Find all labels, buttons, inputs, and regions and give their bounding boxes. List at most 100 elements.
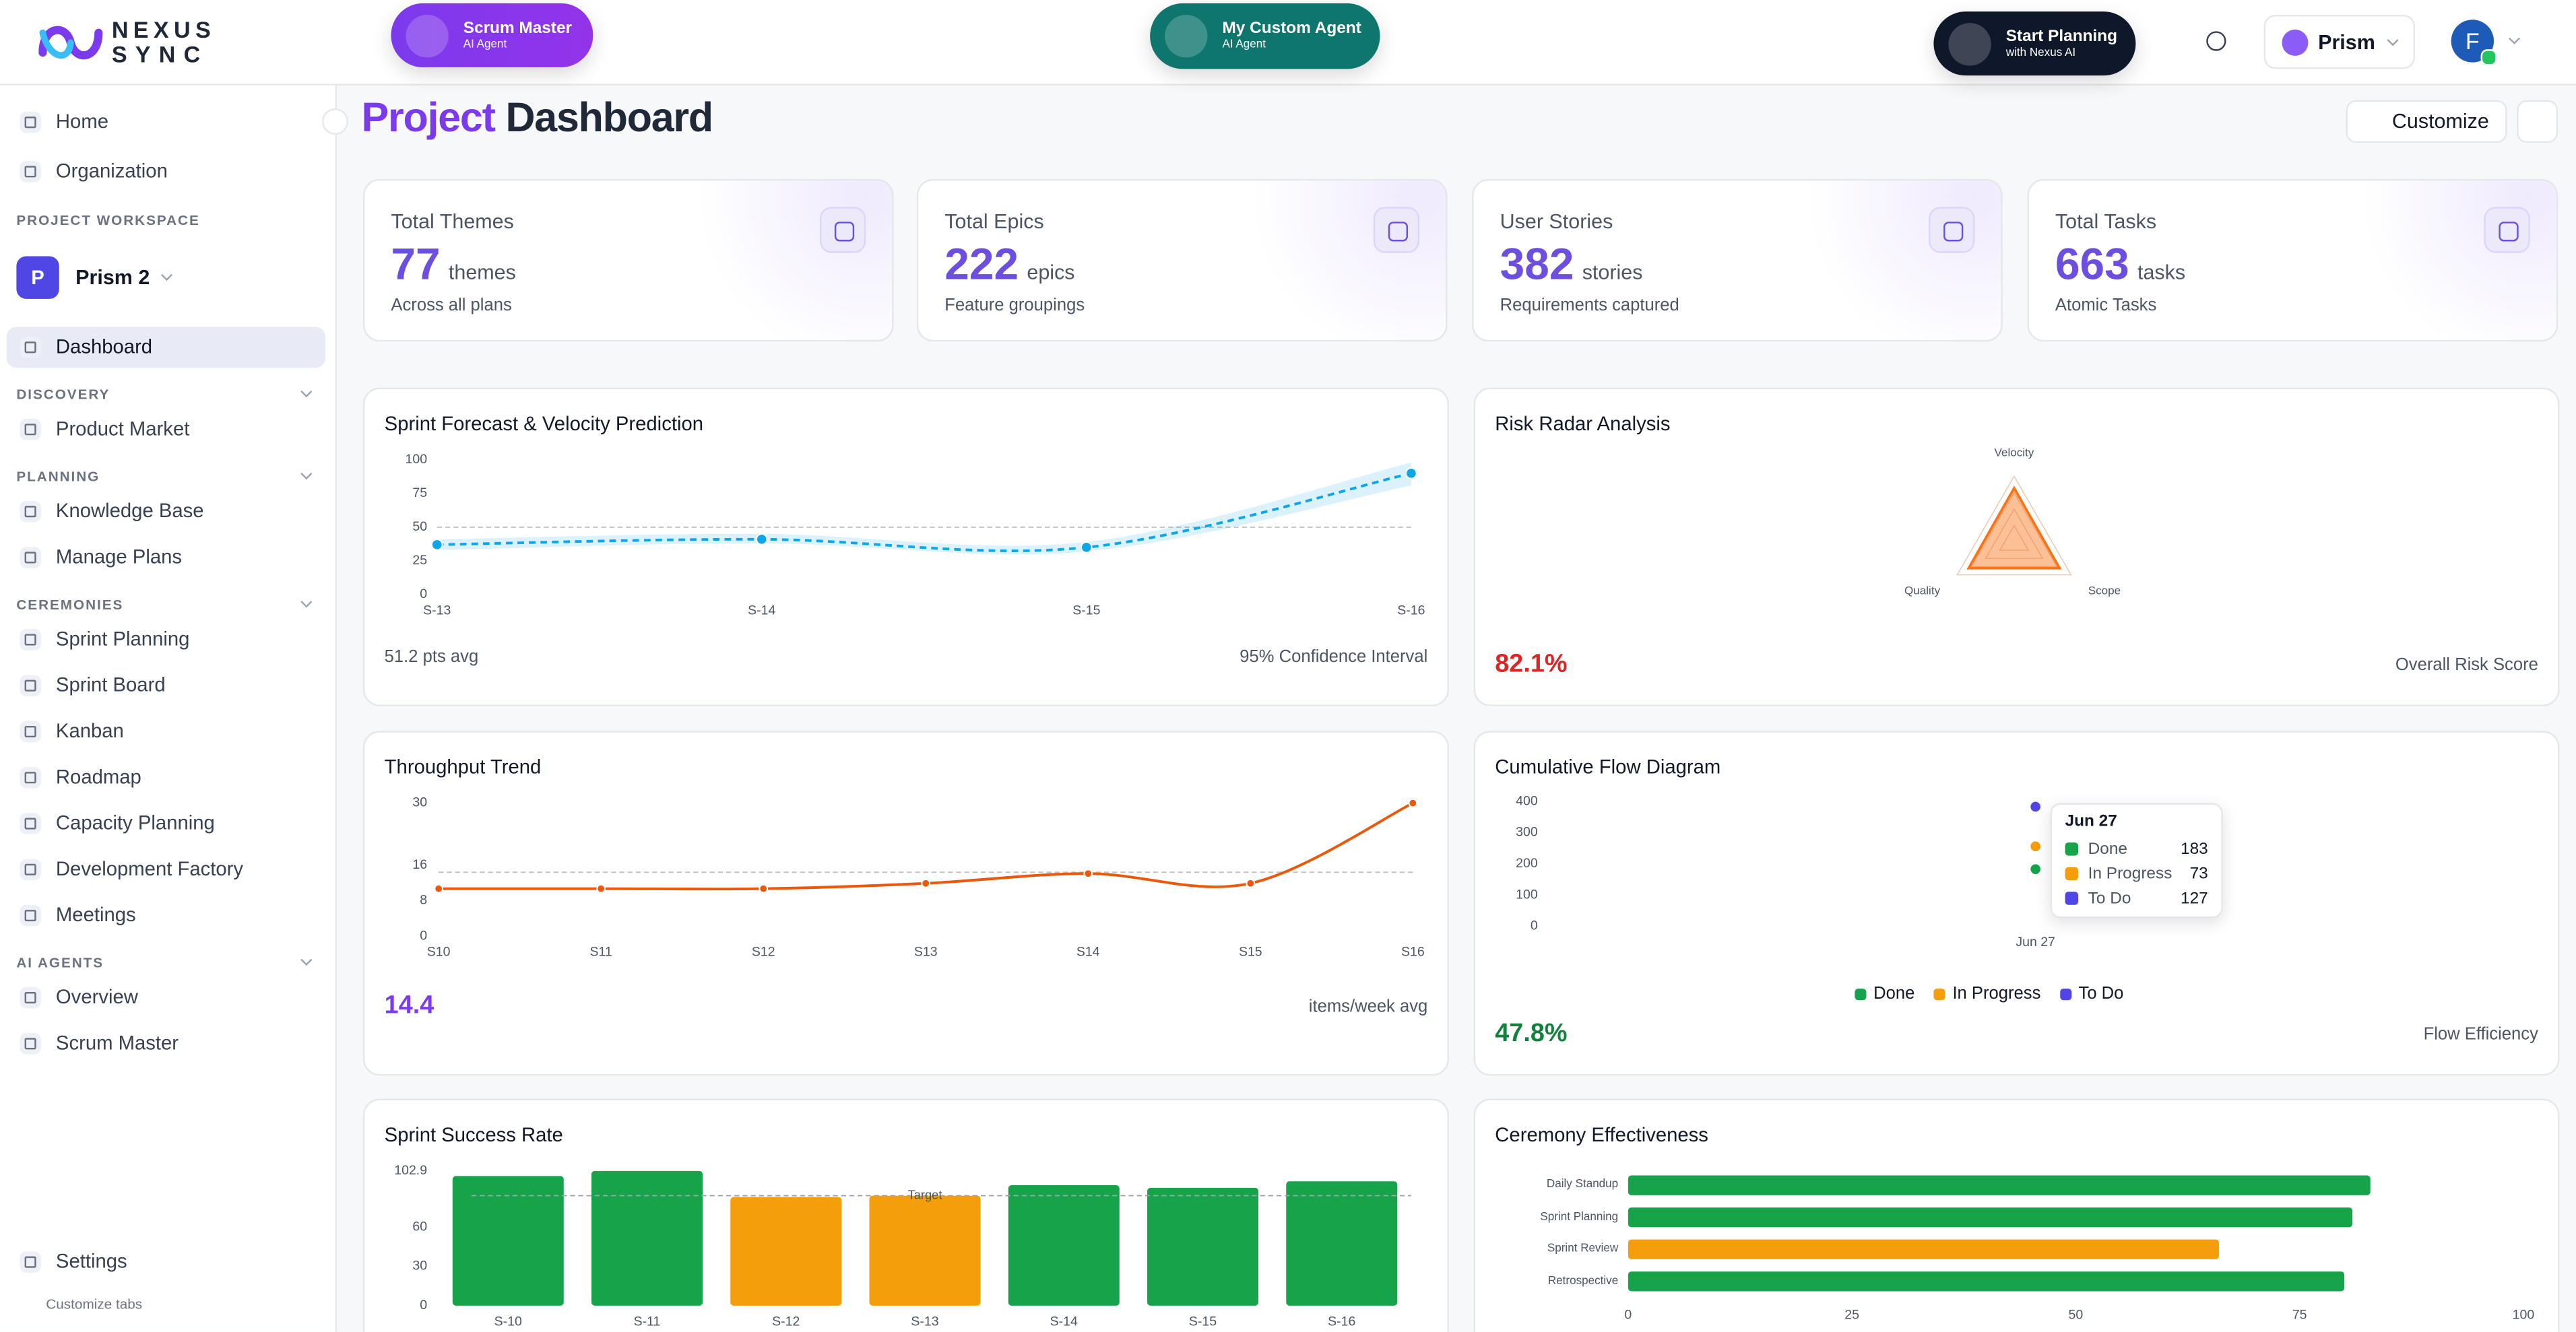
project-name[interactable]: Prism 2 bbox=[75, 266, 150, 290]
chart-title: Cumulative Flow Diagram bbox=[1495, 755, 1721, 778]
customize-button[interactable]: Customize bbox=[2346, 100, 2507, 143]
nav-item[interactable]: Capacity Planning bbox=[7, 803, 325, 844]
stat-label: Total Tasks bbox=[2055, 210, 2157, 234]
stat-value: 382 bbox=[1500, 240, 1574, 290]
section-title: AI AGENTS bbox=[16, 954, 104, 971]
stat-unit: stories bbox=[1582, 261, 1643, 284]
footer-value: 47.8% bbox=[1495, 1020, 1568, 1048]
footer-value: 14.4 bbox=[384, 992, 434, 1020]
chart-card bbox=[362, 731, 1450, 1076]
chart-title: Sprint Success Rate bbox=[384, 1123, 563, 1147]
agent-pill[interactable]: Scrum Master AI Agent bbox=[391, 3, 593, 67]
stat-unit: epics bbox=[1027, 261, 1075, 284]
stat-value-row: 663 tasks bbox=[2055, 240, 2185, 291]
customize-tabs[interactable]: Customize tabs bbox=[46, 1296, 143, 1312]
section-title: CEREMONIES bbox=[16, 596, 124, 613]
stat-icon bbox=[1373, 207, 1420, 253]
stat-value-row: 222 epics bbox=[944, 240, 1074, 291]
start-planning[interactable]: Start Planning with Nexus AI bbox=[1933, 11, 2136, 76]
tooltip-name: In Progress bbox=[2088, 865, 2172, 884]
nav-item[interactable]: Home bbox=[7, 102, 325, 143]
legend-label: In Progress bbox=[1952, 983, 2041, 1004]
legend-label: Done bbox=[1873, 983, 1915, 1004]
planning-title: Start Planning bbox=[2005, 28, 2118, 46]
legend-swatch bbox=[2060, 987, 2072, 999]
tooltip-swatch bbox=[2065, 842, 2079, 856]
stat-card: Total Epics 222 epics Feature groupings bbox=[916, 178, 1448, 342]
collapse-button[interactable] bbox=[322, 108, 349, 135]
tooltip-value: 73 bbox=[2189, 865, 2208, 884]
nav-item[interactable]: Roadmap bbox=[7, 757, 325, 798]
project-initial: P bbox=[16, 256, 59, 299]
tooltip-swatch bbox=[2065, 867, 2079, 881]
nav-item[interactable]: Organization bbox=[7, 151, 325, 192]
title-accent: Project bbox=[361, 95, 496, 141]
title-main: Dashboard bbox=[505, 95, 713, 141]
tooltip: Jun 27 Done 183 In Progress 73 To Do 127 bbox=[2050, 803, 2223, 919]
stat-icon bbox=[2484, 207, 2530, 253]
stat-unit: themes bbox=[448, 261, 516, 284]
stat-note: Requirements captured bbox=[1500, 295, 1679, 316]
tooltip-swatch bbox=[2065, 892, 2079, 905]
status-dot bbox=[2480, 49, 2497, 66]
stat-card: User Stories 382 stories Requirements captu… bbox=[1472, 178, 2003, 342]
footer-value: 82.1% bbox=[1495, 650, 1568, 679]
chart-title: Sprint Forecast & Velocity Prediction bbox=[384, 412, 704, 436]
y-category-label: Sprint Planning bbox=[1540, 1211, 1619, 1223]
tooltip-value: 183 bbox=[2181, 840, 2208, 859]
section-title: DISCOVERY bbox=[16, 386, 110, 403]
logo-icon bbox=[38, 26, 103, 60]
agent-pill[interactable]: My Custom Agent AI Agent bbox=[1150, 3, 1380, 69]
logo-top: NEXUS bbox=[111, 16, 216, 43]
footer-value: 51.2 pts avg bbox=[384, 646, 479, 667]
chart-title: Ceremony Effectiveness bbox=[1495, 1123, 1708, 1147]
theme-toggle[interactable] bbox=[2206, 31, 2226, 51]
workspace-label: PROJECT WORKSPACE bbox=[16, 211, 200, 228]
nav-item[interactable]: Scrum Master bbox=[7, 1023, 325, 1064]
legend: Done In Progress To Do bbox=[1774, 984, 2205, 1003]
tooltip-value: 127 bbox=[2181, 890, 2208, 908]
legend-swatch bbox=[1934, 987, 1946, 999]
nav-item[interactable]: Sprint Board bbox=[7, 665, 325, 706]
nav-settings[interactable]: Settings bbox=[7, 1242, 325, 1283]
stat-value: 222 bbox=[944, 240, 1019, 290]
y-category-label: Daily Standup bbox=[1546, 1179, 1619, 1191]
footer-label: 95% Confidence Interval bbox=[1239, 646, 1428, 667]
stat-note: Atomic Tasks bbox=[2055, 295, 2157, 316]
y-category-label: Retrospective bbox=[1547, 1275, 1619, 1287]
nav-item[interactable]: Overview bbox=[7, 977, 325, 1018]
legend-item[interactable]: In Progress bbox=[1934, 983, 2041, 1004]
stat-label: Total Epics bbox=[944, 210, 1044, 234]
stat-value-row: 382 stories bbox=[1500, 240, 1643, 291]
agent-name: My Custom Agent bbox=[1222, 20, 1361, 38]
nav-item[interactable]: Manage Plans bbox=[7, 537, 325, 578]
stat-note: Feature groupings bbox=[944, 295, 1085, 316]
nav-item[interactable]: Meetings bbox=[7, 895, 325, 936]
nav-item[interactable]: Product Market bbox=[7, 409, 325, 450]
footer-label: Flow Efficiency bbox=[2423, 1024, 2538, 1045]
stat-label: Total Themes bbox=[391, 210, 514, 234]
legend-item[interactable]: To Do bbox=[2060, 984, 2123, 1003]
footer-label: items/week avg bbox=[1308, 997, 1428, 1017]
nav-item[interactable]: Sprint Planning bbox=[7, 619, 325, 660]
section-title: PLANNING bbox=[16, 468, 100, 485]
nav-active[interactable]: Dashboard bbox=[6, 327, 325, 368]
refresh-button[interactable] bbox=[2517, 100, 2558, 143]
workspace-select[interactable]: Prism bbox=[2263, 14, 2416, 69]
nav-item[interactable]: Kanban bbox=[7, 711, 325, 752]
stat-value-row: 77 themes bbox=[391, 240, 515, 291]
workspace-icon bbox=[2282, 29, 2309, 56]
legend-item[interactable]: Done bbox=[1855, 984, 1914, 1003]
stat-card: Total Themes 77 themes Across all plans bbox=[362, 178, 894, 342]
stat-value: 77 bbox=[391, 240, 441, 290]
y-category-label: Sprint Review bbox=[1547, 1243, 1619, 1255]
nav-item[interactable]: Development Factory bbox=[7, 849, 325, 890]
page-title: Project Dashboard bbox=[361, 95, 714, 143]
stat-icon bbox=[1929, 207, 1975, 253]
tooltip-name: Done bbox=[2088, 840, 2127, 859]
stat-unit: tasks bbox=[2137, 261, 2186, 284]
workspace-name: Prism bbox=[2318, 31, 2375, 55]
nav-item[interactable]: Knowledge Base bbox=[7, 491, 325, 532]
